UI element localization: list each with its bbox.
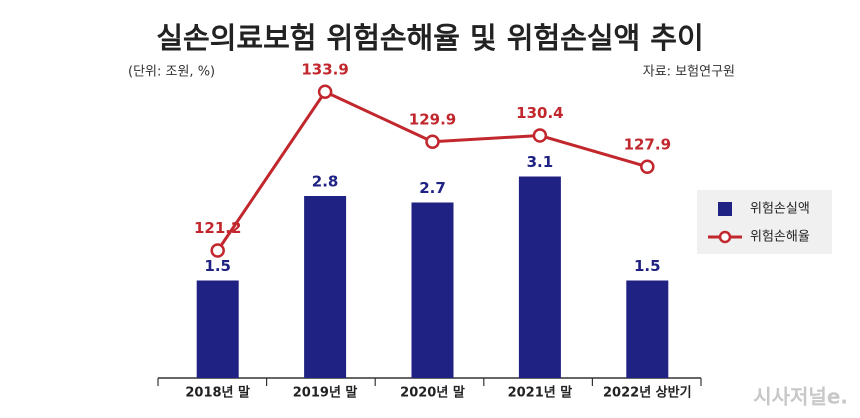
line-marker [532,128,548,143]
unit-note: (단위: 조원, %) [128,65,215,80]
line-value-label: 129.9 [409,110,456,128]
bar-value-label: 3.1 [527,153,554,171]
line-value-label: 133.9 [301,60,348,78]
x-tick-label: 2022년 상반기 [603,385,692,401]
legend-box [697,190,832,254]
legend-swatch [718,230,732,244]
bar-value-label: 1.5 [204,257,231,275]
line-value-label: 127.9 [624,135,671,153]
source-note: 자료: 보험연구원 [643,65,735,80]
bar-value-label: 2.7 [419,179,446,197]
x-tick-label: 2018년 말 [185,386,250,401]
line-marker [640,159,655,174]
bar-value-label: 2.8 [312,173,339,191]
bar [196,280,239,378]
chart-title: 실손의료보험 위험손해율 및 위험손실액 추이 [156,21,703,55]
bar [518,176,561,378]
x-tick-label: 2021년 말 [508,386,573,401]
bar [626,280,669,378]
line-marker [210,243,225,258]
bar-value-label: 1.5 [634,257,661,275]
bar [411,202,454,378]
x-tick-label: 2019년 말 [293,386,358,401]
legend-label: 위험손실액 [750,202,810,217]
legend-label: 위험손해율 [750,230,810,245]
x-tick-label: 2020년 말 [400,386,465,401]
line-marker [425,134,440,149]
watermark: 시사저널e. [753,385,848,409]
bar [304,196,347,378]
line-value-label: 130.4 [516,104,563,122]
line-marker [317,84,333,99]
legend-swatch [718,202,732,216]
line-value-label: 121.2 [194,219,241,237]
